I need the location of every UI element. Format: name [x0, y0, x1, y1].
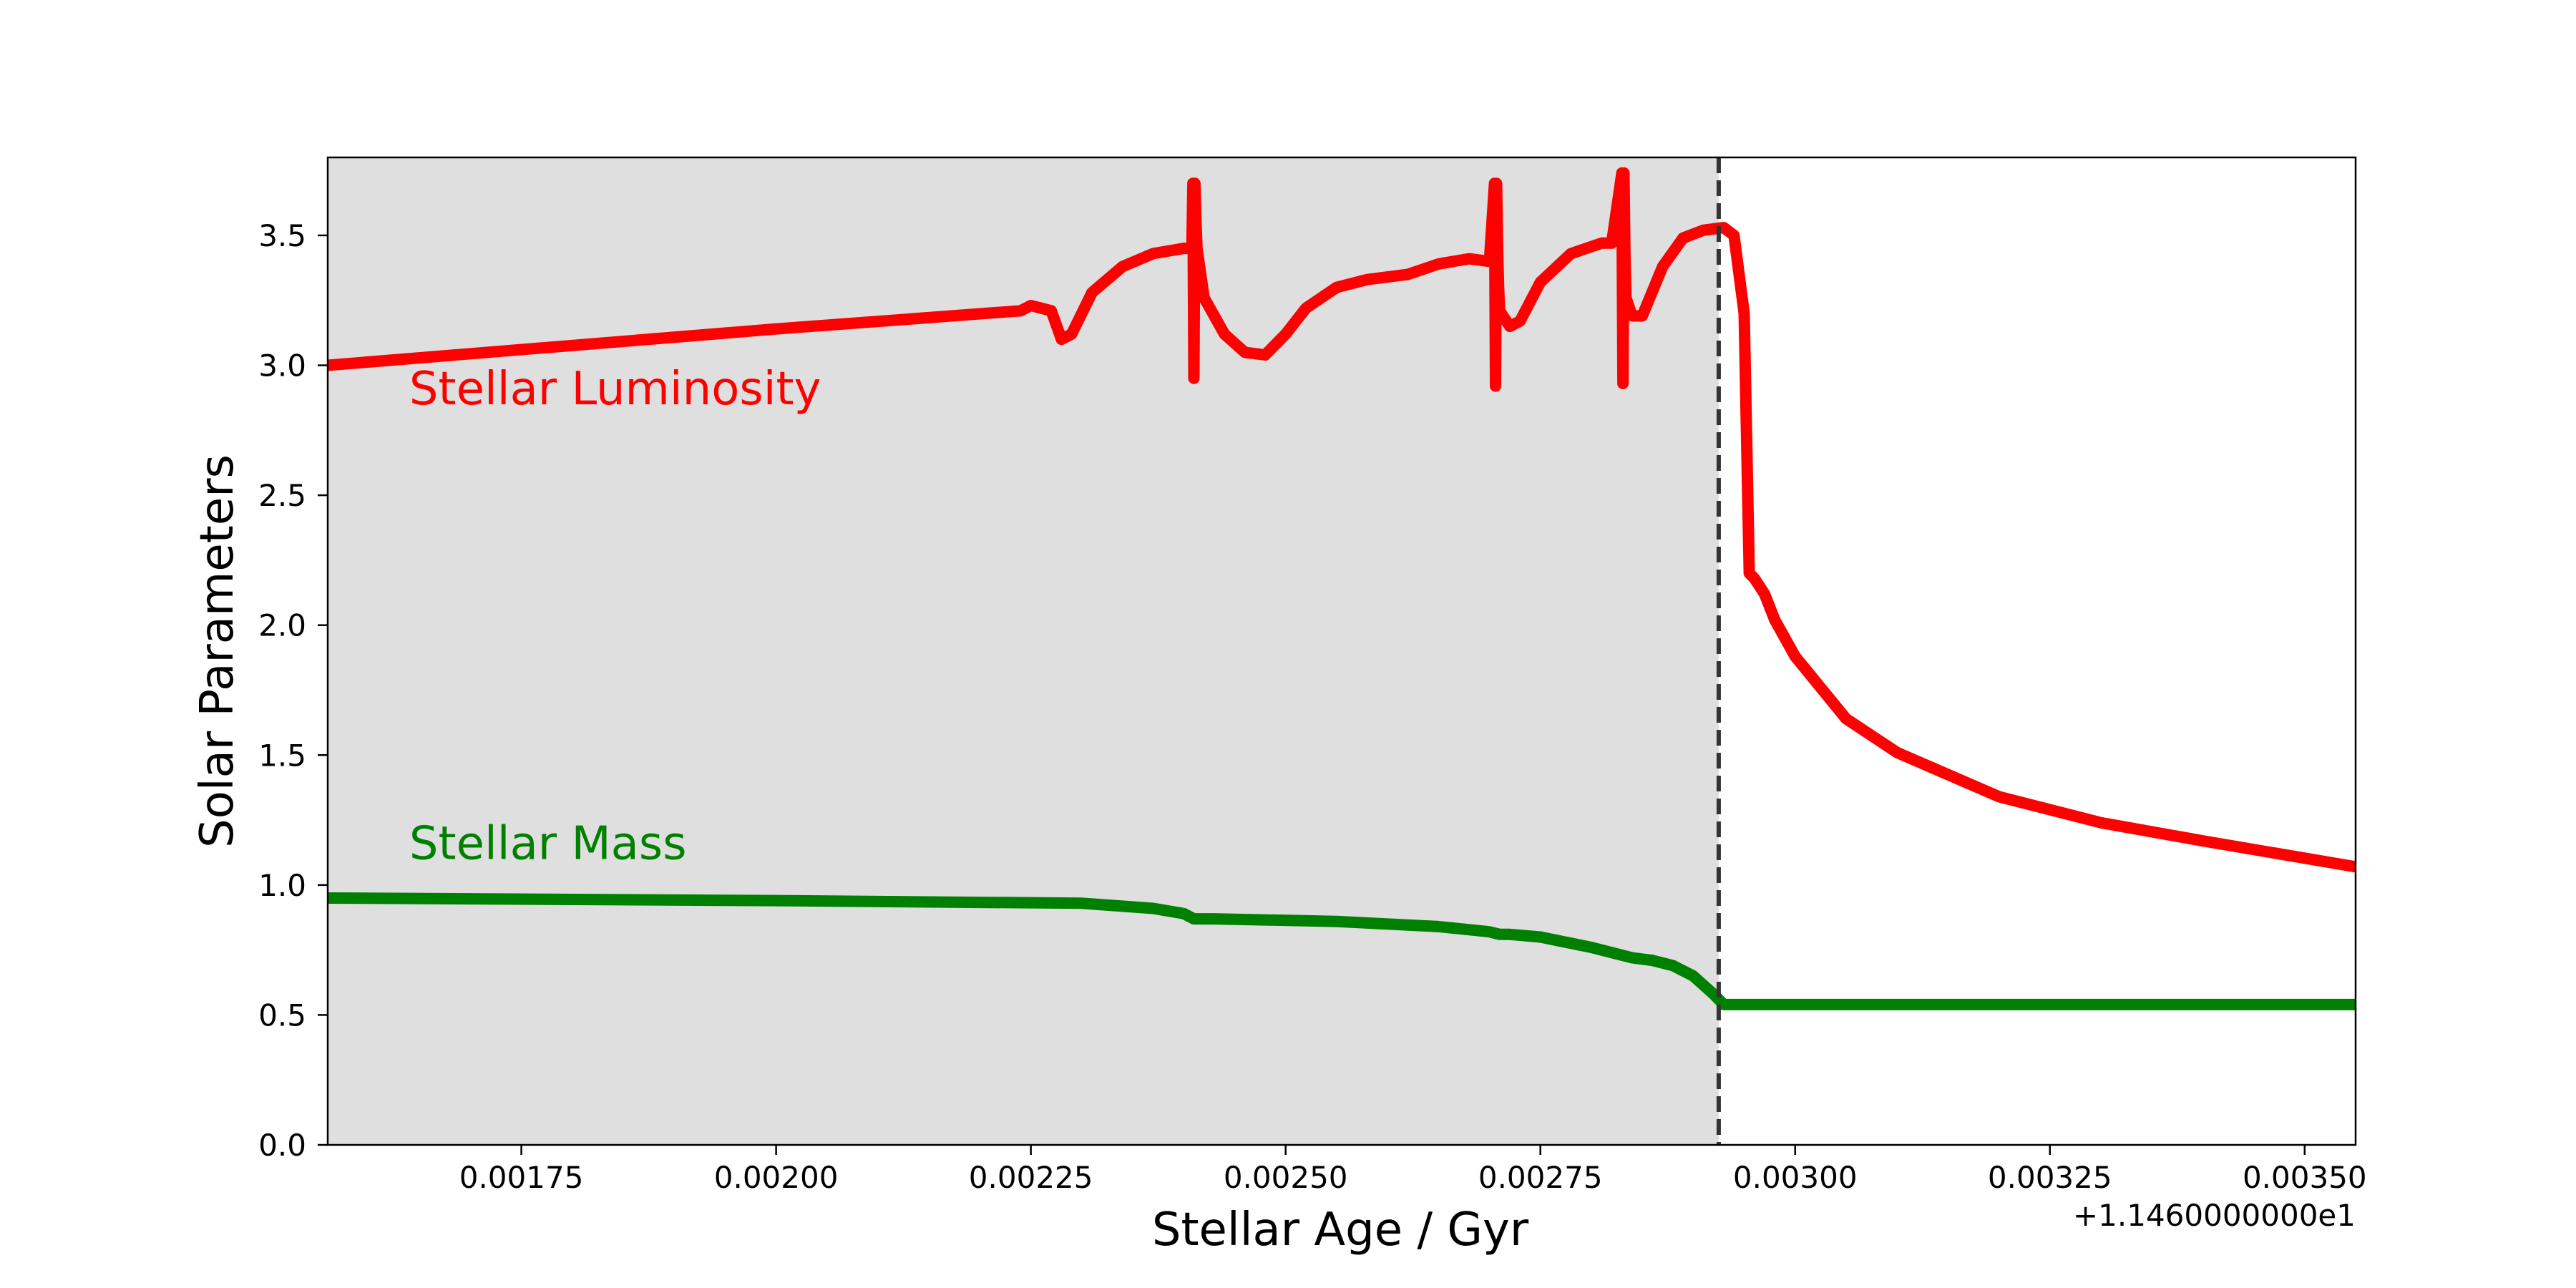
x-tick-label: 0.00250 — [1224, 1160, 1348, 1195]
series-line-0 — [327, 167, 2357, 873]
annotation-label-0: Stellar Luminosity — [409, 363, 821, 416]
x-tick-label: 0.00350 — [2243, 1160, 2367, 1195]
y-tick-label: 2.5 — [258, 478, 306, 513]
y-tick-label: 1.0 — [258, 868, 306, 903]
x-tick-label: 0.00200 — [714, 1160, 839, 1195]
x-axis-label: Stellar Age / Gyr — [1152, 1204, 1529, 1257]
x-tick-label: 0.00325 — [1988, 1160, 2112, 1195]
y-axis-label: Solar Parameters — [191, 454, 244, 848]
x-tick-label: 0.00275 — [1478, 1160, 1603, 1195]
series-line-1 — [327, 892, 2356, 1010]
plot-frame — [326, 156, 2357, 1146]
x-axis-offset-label: +1.1460000000e1 — [2073, 1198, 2356, 1233]
y-tick-label: 3.5 — [258, 218, 306, 253]
shaded-region — [328, 157, 1719, 1145]
y-tick-label: 0.5 — [258, 997, 306, 1033]
y-tick-label: 2.0 — [258, 608, 306, 643]
series-layer — [327, 167, 2357, 1010]
x-tick-label: 0.00300 — [1733, 1160, 1858, 1195]
annotations: Stellar Luminosity Stellar Mass — [409, 363, 821, 871]
annotation-label-1: Stellar Mass — [409, 818, 687, 871]
x-tick-label: 0.00175 — [459, 1160, 584, 1195]
y-tick-label: 3.0 — [258, 348, 306, 384]
y-tick-label: 1.5 — [258, 738, 306, 773]
x-axis-ticks: 0.00175 0.00200 0.00225 0.00250 0.00275 0.003… — [459, 1145, 2367, 1195]
y-tick-label: 0.0 — [258, 1128, 306, 1163]
y-axis-ticks: 0.0 0.5 1.0 1.5 2.0 2.5 3.0 3.5 — [258, 218, 328, 1163]
x-tick-label: 0.00225 — [969, 1160, 1093, 1195]
